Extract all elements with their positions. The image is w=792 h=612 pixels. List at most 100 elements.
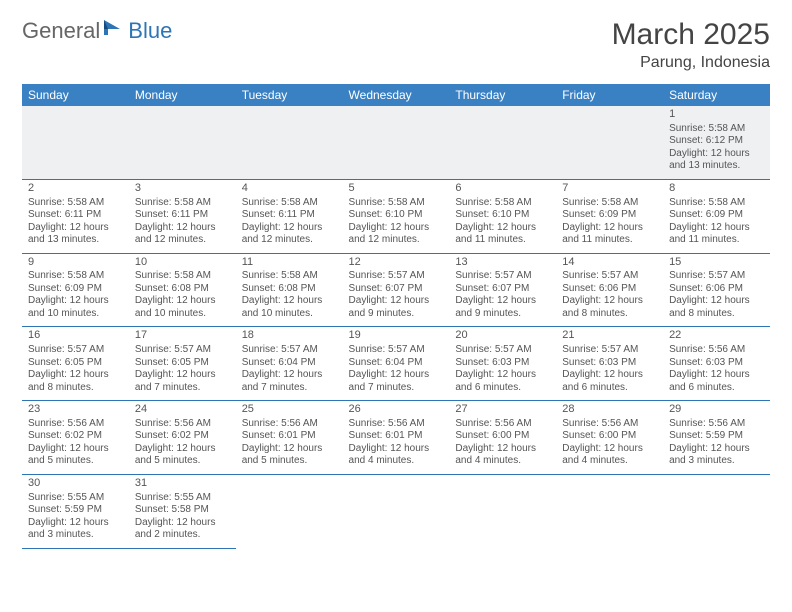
sunrise-line: Sunrise: 5:57 AM (455, 344, 550, 357)
calendar-cell (663, 474, 770, 548)
calendar-cell: 1Sunrise: 5:58 AMSunset: 6:12 PMDaylight… (663, 106, 770, 179)
sunset-line: Sunset: 6:05 PM (28, 357, 123, 370)
calendar-cell (449, 106, 556, 179)
sunrise-line: Sunrise: 5:57 AM (562, 270, 657, 283)
day-number: 25 (242, 403, 337, 417)
sunrise-line: Sunrise: 5:56 AM (455, 418, 550, 431)
calendar-cell: 27Sunrise: 5:56 AMSunset: 6:00 PMDayligh… (449, 401, 556, 475)
sunset-line: Sunset: 6:08 PM (242, 283, 337, 296)
calendar-cell: 2Sunrise: 5:58 AMSunset: 6:11 PMDaylight… (22, 179, 129, 253)
calendar-cell: 15Sunrise: 5:57 AMSunset: 6:06 PMDayligh… (663, 253, 770, 327)
daylight-line: Daylight: 12 hours and 9 minutes. (349, 295, 444, 320)
location: Parung, Indonesia (612, 54, 770, 72)
daylight-line: Daylight: 12 hours and 3 minutes. (28, 517, 123, 542)
daylight-line: Daylight: 12 hours and 13 minutes. (28, 222, 123, 247)
sunset-line: Sunset: 6:03 PM (669, 357, 764, 370)
daylight-line: Daylight: 12 hours and 5 minutes. (135, 443, 230, 468)
daylight-line: Daylight: 12 hours and 12 minutes. (135, 222, 230, 247)
sunrise-line: Sunrise: 5:58 AM (242, 270, 337, 283)
sunset-line: Sunset: 6:08 PM (135, 283, 230, 296)
calendar-cell (343, 474, 450, 548)
sunset-line: Sunset: 6:07 PM (455, 283, 550, 296)
daylight-line: Daylight: 12 hours and 12 minutes. (242, 222, 337, 247)
calendar-cell: 19Sunrise: 5:57 AMSunset: 6:04 PMDayligh… (343, 327, 450, 401)
calendar-cell: 30Sunrise: 5:55 AMSunset: 5:59 PMDayligh… (22, 474, 129, 548)
calendar-cell: 8Sunrise: 5:58 AMSunset: 6:09 PMDaylight… (663, 179, 770, 253)
logo: General Blue (22, 18, 172, 44)
weekday-header: Tuesday (236, 84, 343, 106)
day-number: 19 (349, 329, 444, 343)
sunset-line: Sunset: 6:00 PM (562, 430, 657, 443)
sunset-line: Sunset: 6:10 PM (349, 209, 444, 222)
calendar-cell: 14Sunrise: 5:57 AMSunset: 6:06 PMDayligh… (556, 253, 663, 327)
sunrise-line: Sunrise: 5:57 AM (135, 344, 230, 357)
calendar-body: 1Sunrise: 5:58 AMSunset: 6:12 PMDaylight… (22, 106, 770, 548)
calendar-cell (22, 106, 129, 179)
sunset-line: Sunset: 5:59 PM (28, 504, 123, 517)
calendar-table: SundayMondayTuesdayWednesdayThursdayFrid… (22, 84, 770, 549)
sunrise-line: Sunrise: 5:55 AM (28, 492, 123, 505)
daylight-line: Daylight: 12 hours and 6 minutes. (669, 369, 764, 394)
calendar-cell (343, 106, 450, 179)
sunrise-line: Sunrise: 5:58 AM (28, 270, 123, 283)
sunrise-line: Sunrise: 5:55 AM (135, 492, 230, 505)
sunset-line: Sunset: 6:09 PM (669, 209, 764, 222)
calendar-cell: 7Sunrise: 5:58 AMSunset: 6:09 PMDaylight… (556, 179, 663, 253)
day-number: 13 (455, 256, 550, 270)
calendar-cell: 17Sunrise: 5:57 AMSunset: 6:05 PMDayligh… (129, 327, 236, 401)
sunrise-line: Sunrise: 5:57 AM (349, 344, 444, 357)
title-block: March 2025 Parung, Indonesia (612, 18, 770, 72)
day-number: 5 (349, 182, 444, 196)
sunrise-line: Sunrise: 5:58 AM (349, 197, 444, 210)
day-number: 21 (562, 329, 657, 343)
sunset-line: Sunset: 6:09 PM (562, 209, 657, 222)
calendar-cell: 29Sunrise: 5:56 AMSunset: 5:59 PMDayligh… (663, 401, 770, 475)
calendar-cell (556, 106, 663, 179)
day-number: 20 (455, 329, 550, 343)
calendar-cell: 12Sunrise: 5:57 AMSunset: 6:07 PMDayligh… (343, 253, 450, 327)
day-number: 15 (669, 256, 764, 270)
sunrise-line: Sunrise: 5:56 AM (349, 418, 444, 431)
weekday-header-row: SundayMondayTuesdayWednesdayThursdayFrid… (22, 84, 770, 106)
sunset-line: Sunset: 6:01 PM (349, 430, 444, 443)
sunrise-line: Sunrise: 5:56 AM (242, 418, 337, 431)
day-number: 9 (28, 256, 123, 270)
calendar-cell (129, 106, 236, 179)
day-number: 8 (669, 182, 764, 196)
sunset-line: Sunset: 6:11 PM (242, 209, 337, 222)
calendar-cell: 22Sunrise: 5:56 AMSunset: 6:03 PMDayligh… (663, 327, 770, 401)
daylight-line: Daylight: 12 hours and 5 minutes. (242, 443, 337, 468)
sunset-line: Sunset: 6:10 PM (455, 209, 550, 222)
day-number: 27 (455, 403, 550, 417)
daylight-line: Daylight: 12 hours and 10 minutes. (28, 295, 123, 320)
sunset-line: Sunset: 6:05 PM (135, 357, 230, 370)
sunset-line: Sunset: 6:06 PM (669, 283, 764, 296)
sunrise-line: Sunrise: 5:56 AM (669, 418, 764, 431)
day-number: 16 (28, 329, 123, 343)
calendar-cell (236, 106, 343, 179)
daylight-line: Daylight: 12 hours and 11 minutes. (455, 222, 550, 247)
calendar-cell: 13Sunrise: 5:57 AMSunset: 6:07 PMDayligh… (449, 253, 556, 327)
logo-text-general: General (22, 18, 100, 44)
logo-text-blue: Blue (128, 18, 172, 44)
calendar-cell (556, 474, 663, 548)
sunrise-line: Sunrise: 5:58 AM (669, 123, 764, 136)
calendar-cell: 20Sunrise: 5:57 AMSunset: 6:03 PMDayligh… (449, 327, 556, 401)
day-number: 4 (242, 182, 337, 196)
calendar-row: 9Sunrise: 5:58 AMSunset: 6:09 PMDaylight… (22, 253, 770, 327)
sunset-line: Sunset: 6:02 PM (135, 430, 230, 443)
daylight-line: Daylight: 12 hours and 6 minutes. (562, 369, 657, 394)
calendar-cell: 28Sunrise: 5:56 AMSunset: 6:00 PMDayligh… (556, 401, 663, 475)
weekday-header: Friday (556, 84, 663, 106)
daylight-line: Daylight: 12 hours and 2 minutes. (135, 517, 230, 542)
daylight-line: Daylight: 12 hours and 4 minutes. (455, 443, 550, 468)
calendar-cell: 24Sunrise: 5:56 AMSunset: 6:02 PMDayligh… (129, 401, 236, 475)
day-number: 3 (135, 182, 230, 196)
weekday-header: Monday (129, 84, 236, 106)
day-number: 14 (562, 256, 657, 270)
sunrise-line: Sunrise: 5:58 AM (455, 197, 550, 210)
sunset-line: Sunset: 6:02 PM (28, 430, 123, 443)
calendar-cell: 18Sunrise: 5:57 AMSunset: 6:04 PMDayligh… (236, 327, 343, 401)
sunrise-line: Sunrise: 5:56 AM (135, 418, 230, 431)
day-number: 24 (135, 403, 230, 417)
